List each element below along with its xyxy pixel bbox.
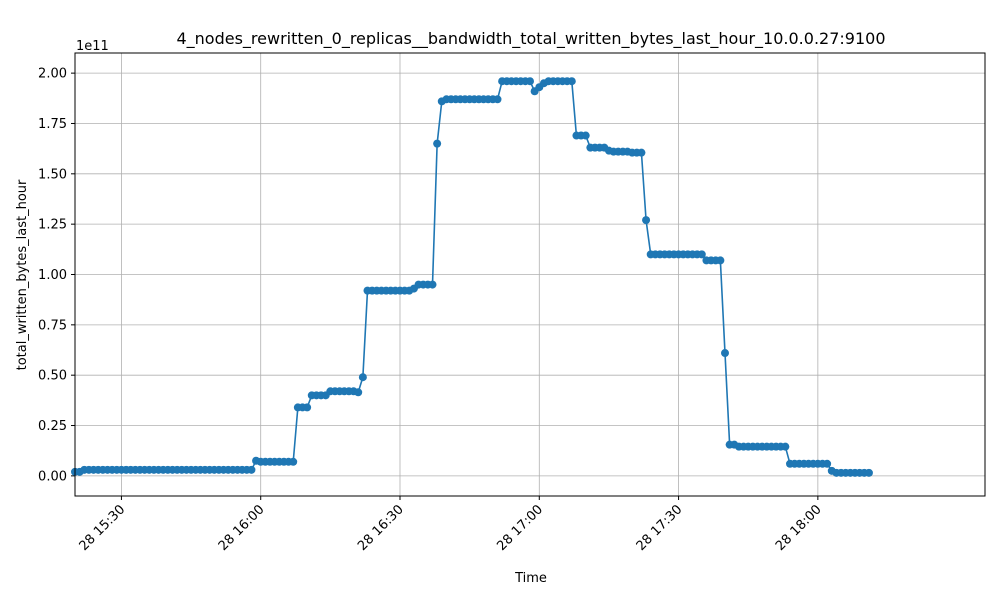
series: [71, 77, 873, 477]
data-point: [354, 388, 363, 397]
data-point: [581, 131, 590, 140]
x-tick-label: 28 17:30: [634, 502, 686, 554]
data-point: [303, 403, 312, 412]
x-tick-label: 28 16:00: [216, 502, 268, 554]
y-tick-label: 2.00: [38, 67, 67, 82]
x-tick-label: 28 15:30: [77, 502, 129, 554]
data-point: [289, 457, 298, 466]
data-point: [697, 250, 706, 259]
data-point: [716, 256, 725, 265]
x-tick-label: 28 18:00: [773, 502, 825, 554]
data-point: [823, 459, 832, 468]
x-tick-label: 28 17:00: [494, 502, 546, 554]
data-point: [433, 139, 442, 148]
y-tick-label: 0.75: [38, 318, 67, 333]
data-point: [358, 373, 367, 382]
data-point: [567, 77, 576, 86]
y-tick-label: 0.50: [38, 369, 67, 384]
data-point: [642, 216, 651, 225]
y-tick-label: 1.50: [38, 167, 67, 182]
data-point: [526, 77, 534, 86]
plot-frame: [74, 52, 986, 497]
y-tick-label: 1.25: [38, 218, 67, 233]
data-point: [493, 95, 502, 104]
y-tick-label: 0.25: [38, 419, 67, 434]
chart-title: 4_nodes_rewritten_0_replicas__bandwidth_…: [176, 29, 885, 49]
x-tick-label: 28 16:30: [355, 502, 407, 554]
data-point: [864, 468, 873, 477]
data-point: [721, 349, 729, 358]
y-tick-label: 1.00: [38, 268, 67, 283]
data-point: [637, 148, 646, 157]
data-point: [247, 465, 256, 474]
grid: [75, 53, 985, 496]
axis-ticks: 0.00 0.25 0.50 0.75 1.00 1.25 1.50 1.75 2.00 28 1…: [38, 67, 825, 554]
data-point: [781, 442, 790, 451]
y-tick-label: 1.75: [38, 117, 67, 132]
y-axis-title: total_written_bytes_last_hour: [15, 179, 30, 370]
y-offset-label: 1e11: [76, 39, 109, 54]
data-point: [428, 280, 437, 289]
series-line: [75, 80, 869, 474]
y-tick-label: 0.00: [38, 469, 67, 484]
x-axis-title: Time: [514, 571, 547, 586]
